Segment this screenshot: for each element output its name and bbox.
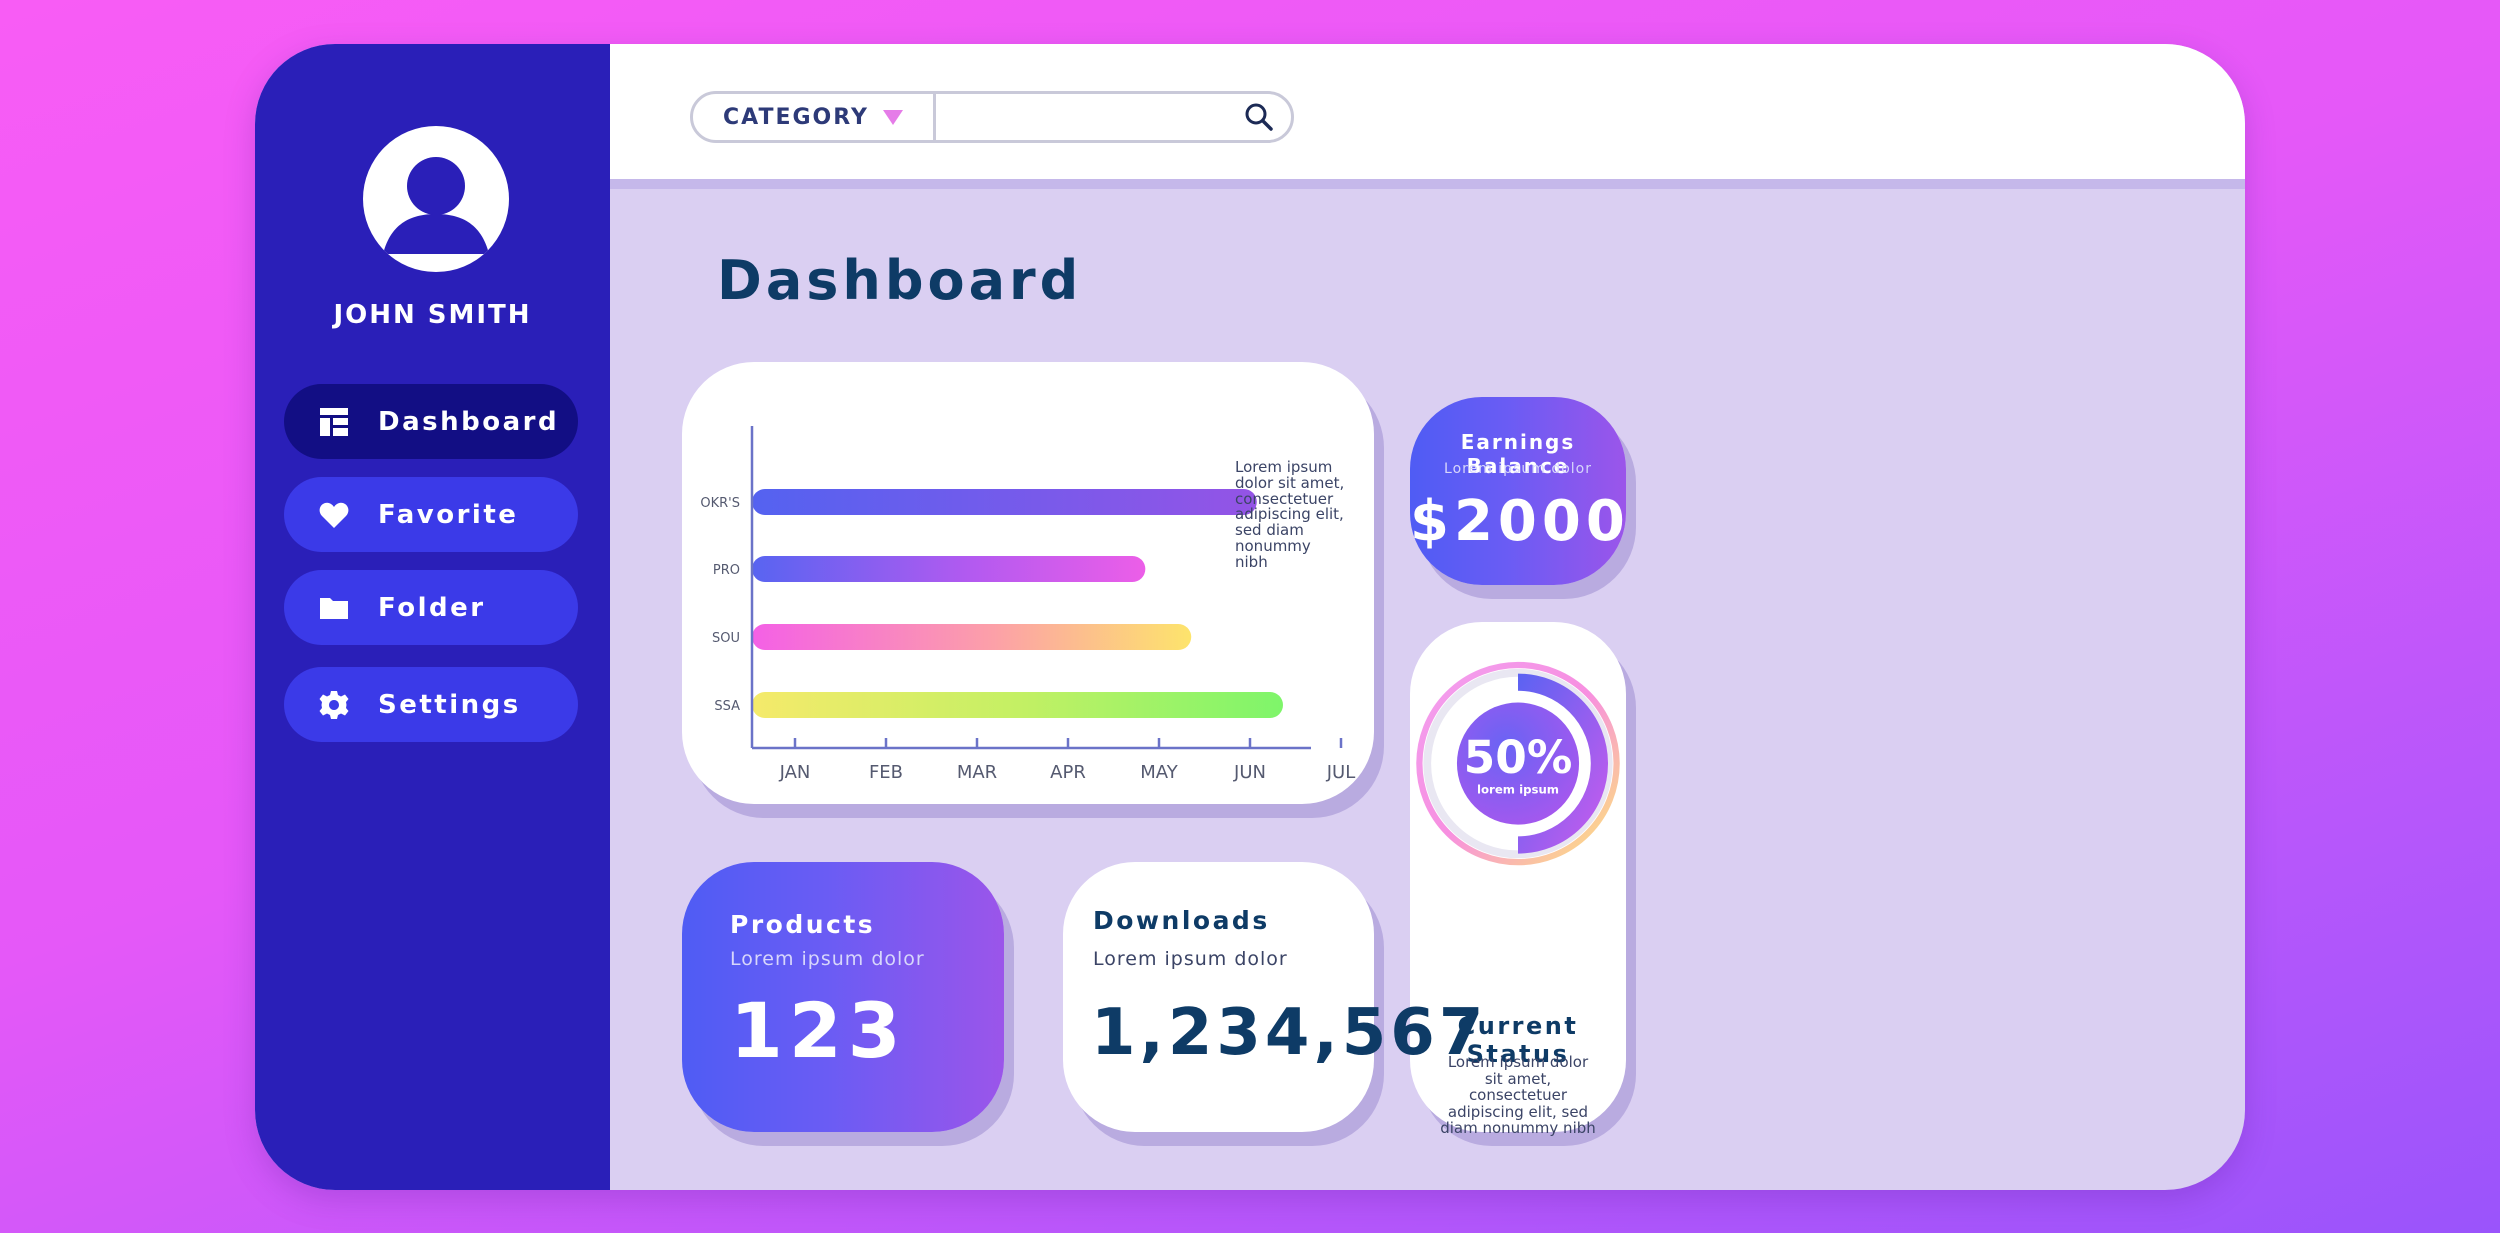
- status-description: Lorem ipsum dolor sit amet, consectetuer…: [1440, 1053, 1596, 1137]
- user-avatar-icon: [383, 157, 489, 254]
- sidebar-item-favorite[interactable]: Favorite: [284, 477, 578, 552]
- ring-progress-arc: [1517, 673, 1608, 854]
- status-title: Current Status: [1457, 1012, 1579, 1068]
- top-bar: CATEGORY: [610, 44, 2245, 189]
- earnings-title: Earnings Balance: [1460, 430, 1576, 478]
- chart-bar-okrs: [752, 489, 1257, 515]
- chart-category-label: SSA: [714, 699, 740, 714]
- chart-description: Lorem ipsum dolor sit amet, consectetuer…: [1235, 458, 1345, 571]
- status-percent: 50%: [1464, 731, 1573, 784]
- sidebar-item-settings[interactable]: Settings: [284, 667, 578, 742]
- earnings-card[interactable]: Earnings Balance Lorem ipsum dolor $2000: [1410, 397, 1626, 585]
- status-ring: 50%lorem ipsum: [1416, 661, 1620, 866]
- category-label: CATEGORY: [723, 104, 869, 130]
- downloads-card[interactable]: Downloads Lorem ipsum dolor 1,234,567: [1063, 862, 1483, 1132]
- status-ring-label: lorem ipsum: [1477, 782, 1559, 796]
- sidebar: JOHN SMITH Dashboard Favorite Folder: [255, 44, 610, 1190]
- sidebar-item-dashboard[interactable]: Dashboard: [284, 384, 578, 459]
- search-input[interactable]: [936, 94, 1237, 140]
- products-value: 123: [730, 986, 907, 1075]
- chevron-down-icon: [882, 109, 903, 125]
- chart-bar-ssa: [752, 692, 1283, 718]
- sidebar-item-label: Settings: [378, 689, 521, 720]
- ring-center-disc: [1456, 702, 1580, 825]
- status-card[interactable]: 50% lorem ipsum Current Status Lorem ipsu…: [1410, 622, 1626, 1136]
- chart-x-tick-label: FEB: [869, 762, 903, 783]
- chart-category-label: PRO: [713, 563, 740, 578]
- gear-icon: [316, 687, 352, 723]
- products-title: Products: [730, 910, 876, 939]
- downloads-subtitle: Lorem ipsum dolor: [1093, 948, 1288, 970]
- earnings-subtitle: Lorem ipsum dolor: [1444, 461, 1592, 477]
- earnings-value: $2000: [1410, 489, 1630, 554]
- user-name: JOHN SMITH: [333, 300, 532, 330]
- avatar[interactable]: [363, 126, 509, 272]
- chart-x-tick-label: MAR: [957, 762, 997, 783]
- ring-track: [1423, 668, 1613, 859]
- chart-x-tick-label: APR: [1050, 762, 1086, 783]
- sidebar-item-label: Favorite: [378, 499, 519, 530]
- sidebar-item-label: Dashboard: [378, 406, 560, 437]
- chart-x-tick-label: MAY: [1140, 762, 1178, 783]
- category-dropdown[interactable]: CATEGORY: [693, 94, 936, 140]
- heart-icon: [316, 497, 352, 533]
- dashboard-window: JOHN SMITH Dashboard Favorite Folder: [255, 44, 2245, 1190]
- ring-outer-gradient: [1416, 661, 1620, 866]
- page-title: Dashboard: [717, 249, 1083, 312]
- sidebar-item-label: Folder: [378, 592, 486, 623]
- downloads-value: 1,234,567: [1091, 996, 1488, 1070]
- search-icon[interactable]: [1237, 95, 1281, 139]
- downloads-title: Downloads: [1093, 906, 1270, 935]
- chart-bar-pro: [752, 556, 1146, 582]
- dashboard-icon: [316, 404, 352, 440]
- folder-icon: [316, 590, 352, 626]
- chart-category-label: SOU: [712, 631, 740, 646]
- chart-x-tick-label: JUL: [1326, 762, 1356, 783]
- chart-bar-sou: [752, 624, 1192, 650]
- chart-category-label: OKR'S: [700, 496, 740, 511]
- sidebar-item-folder[interactable]: Folder: [284, 570, 578, 645]
- products-subtitle: Lorem ipsum dolor: [730, 948, 925, 970]
- chart-x-tick-label: JAN: [779, 762, 811, 783]
- products-card[interactable]: Products Lorem ipsum dolor 123: [682, 862, 1004, 1132]
- search-bar: CATEGORY: [690, 91, 1294, 143]
- chart-x-tick-label: JUN: [1233, 762, 1266, 783]
